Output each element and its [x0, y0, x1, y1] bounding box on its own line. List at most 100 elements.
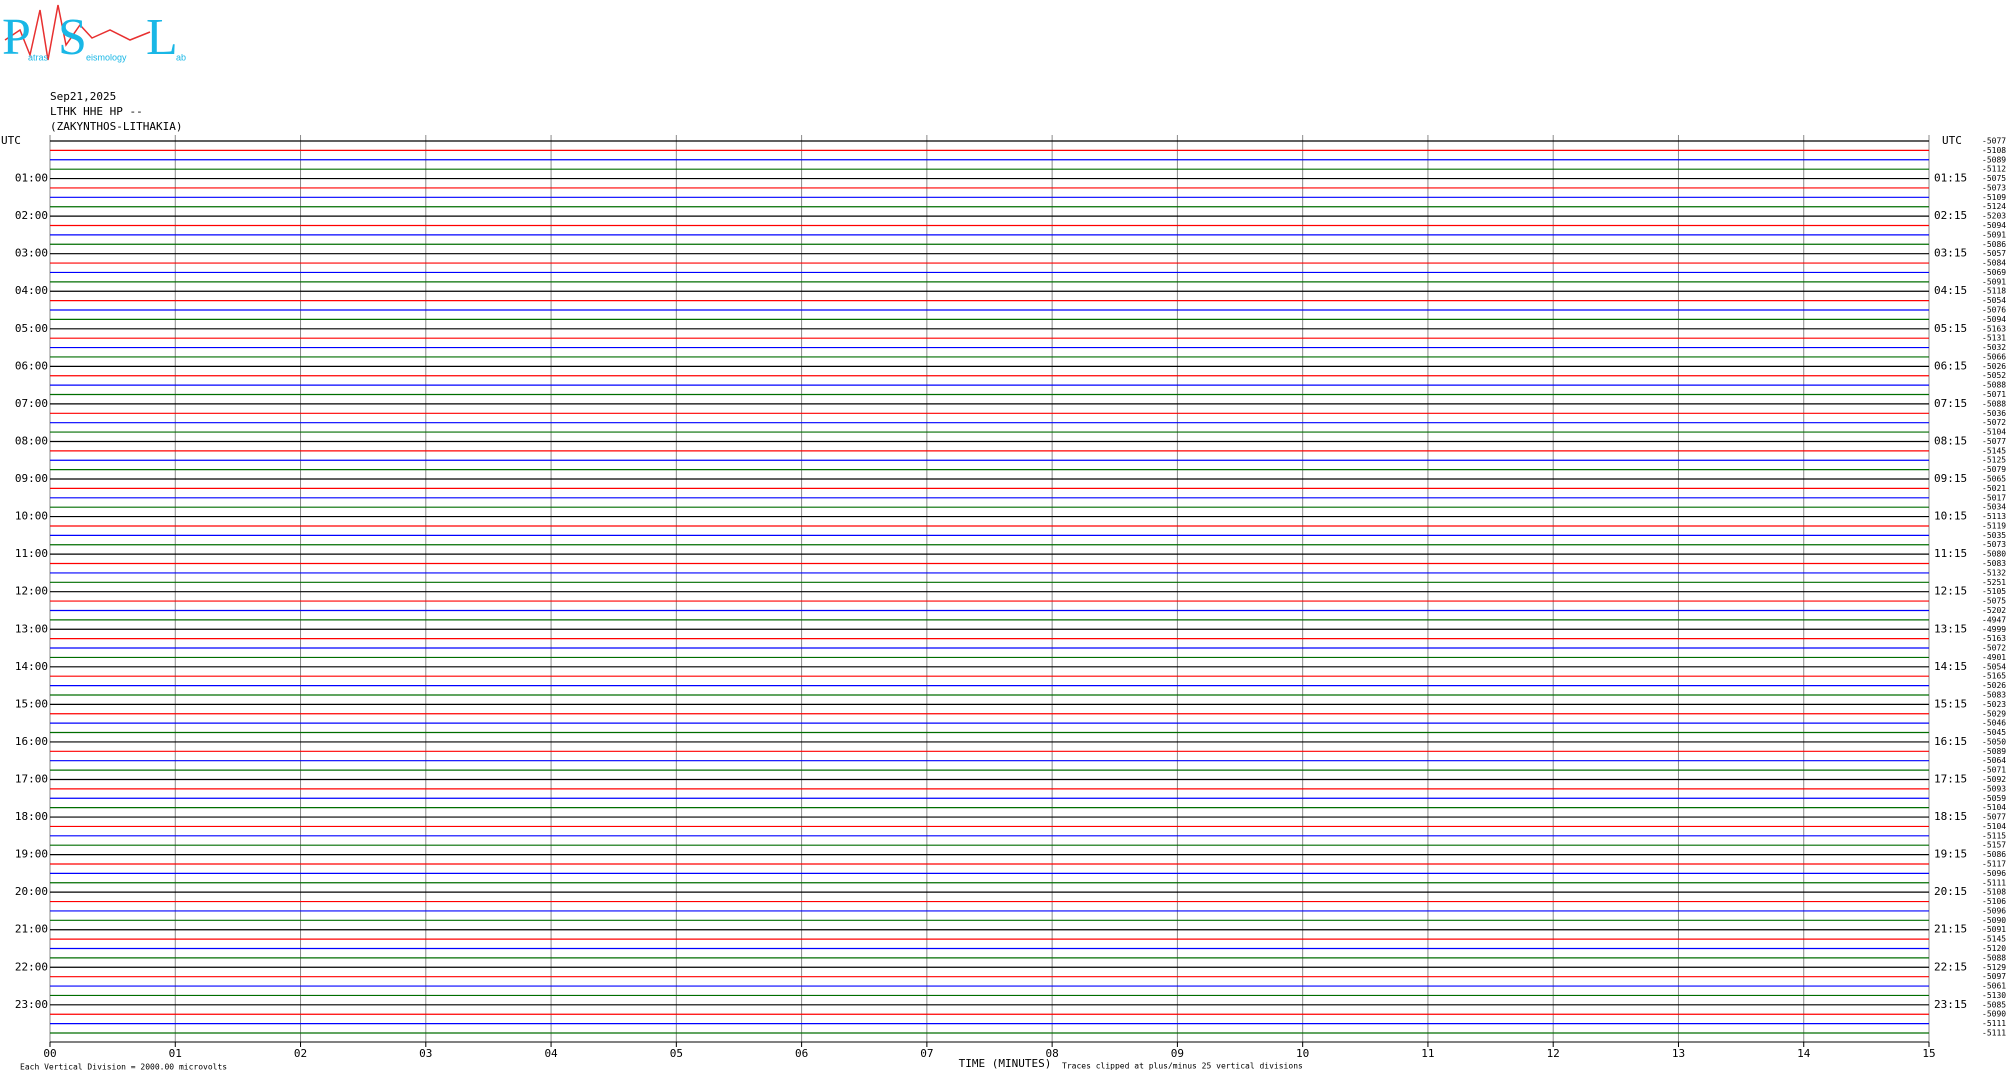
left-hour-label: 14:00 — [15, 660, 48, 673]
trace-offset: -5086 — [1982, 850, 2006, 859]
trace-offset: -5077 — [1982, 813, 2006, 822]
trace-offset: -5046 — [1982, 719, 2006, 728]
trace-offset: -5052 — [1982, 371, 2006, 380]
trace-offset: -5111 — [1982, 1029, 2006, 1038]
left-hour-label: 21:00 — [15, 923, 48, 936]
x-tick-label: 11 — [1421, 1047, 1434, 1060]
left-hour-label: 20:00 — [15, 885, 48, 898]
x-tick-label: 00 — [43, 1047, 56, 1060]
trace-offset: -5023 — [1982, 700, 2006, 709]
trace-offset: -5054 — [1982, 296, 2006, 305]
left-hour-label: 09:00 — [15, 472, 48, 485]
trace-offset: -5104 — [1982, 822, 2006, 831]
trace-offset: -5057 — [1982, 249, 2006, 258]
trace-offset: -5050 — [1982, 737, 2006, 746]
right-hour-label: 17:15 — [1934, 772, 1967, 785]
left-hour-label: 04:00 — [15, 284, 48, 297]
trace-offset: -5105 — [1982, 587, 2006, 596]
left-hour-label: 01:00 — [15, 172, 48, 185]
trace-offset: -5029 — [1982, 709, 2006, 718]
x-tick-label: 06 — [795, 1047, 808, 1060]
trace-offset: -5108 — [1982, 888, 2006, 897]
trace-offset: -5066 — [1982, 352, 2006, 361]
right-axis-label: UTC — [1942, 134, 1962, 147]
trace-offset: -5035 — [1982, 531, 2006, 540]
x-tick-label: 01 — [169, 1047, 182, 1060]
trace-offset: -5131 — [1982, 334, 2006, 343]
right-hour-label: 05:15 — [1934, 322, 1967, 335]
trace-offset: -5077 — [1982, 437, 2006, 446]
trace-offset: -5109 — [1982, 193, 2006, 202]
right-hour-label: 01:15 — [1934, 172, 1967, 185]
location: (ZAKYNTHOS-LITHAKIA) — [50, 120, 182, 133]
trace-offset: -5104 — [1982, 803, 2006, 812]
trace-offset: -5034 — [1982, 503, 2006, 512]
right-hour-label: 07:15 — [1934, 397, 1967, 410]
right-hour-label: 15:15 — [1934, 697, 1967, 710]
x-tick-label: 10 — [1296, 1047, 1309, 1060]
trace-offset: -5064 — [1982, 756, 2006, 765]
trace-offset: -5125 — [1982, 456, 2006, 465]
right-hour-label: 04:15 — [1934, 284, 1967, 297]
trace-offset: -5085 — [1982, 1000, 2006, 1009]
trace-offset: -5045 — [1982, 728, 2006, 737]
date: Sep21,2025 — [50, 90, 116, 103]
trace-offset: -5089 — [1982, 155, 2006, 164]
x-tick-label: 08 — [1046, 1047, 1059, 1060]
x-tick-label: 04 — [544, 1047, 558, 1060]
trace-offset: -5251 — [1982, 578, 2006, 587]
right-hour-label: 12:15 — [1934, 585, 1967, 598]
right-hour-label: 16:15 — [1934, 735, 1967, 748]
x-tick-label: 09 — [1171, 1047, 1184, 1060]
trace-offset: -5083 — [1982, 690, 2006, 699]
trace-offset: -5108 — [1982, 146, 2006, 155]
trace-offset: -4901 — [1982, 653, 2006, 662]
trace-offset: -5163 — [1982, 634, 2006, 643]
scale-note: Each Vertical Division = 2000.00 microvo… — [20, 1063, 227, 1072]
left-axis-label: UTC — [1, 134, 21, 147]
trace-offset: -5165 — [1982, 672, 2006, 681]
trace-offset: -5092 — [1982, 775, 2006, 784]
trace-offset: -5073 — [1982, 183, 2006, 192]
trace-offset: -5111 — [1982, 878, 2006, 887]
trace-offset: -5096 — [1982, 906, 2006, 915]
trace-offset: -5065 — [1982, 475, 2006, 484]
trace-offset: -5093 — [1982, 784, 2006, 793]
trace-offset: -5032 — [1982, 343, 2006, 352]
trace-offset: -5017 — [1982, 493, 2006, 502]
x-tick-label: 14 — [1797, 1047, 1811, 1060]
right-hour-label: 08:15 — [1934, 434, 1967, 447]
trace-offset: -5077 — [1982, 137, 2006, 146]
trace-offset: -5072 — [1982, 644, 2006, 653]
left-hour-label: 02:00 — [15, 209, 48, 222]
trace-offset: -5071 — [1982, 766, 2006, 775]
trace-offset: -5061 — [1982, 982, 2006, 991]
right-hour-label: 22:15 — [1934, 960, 1967, 973]
left-hour-label: 03:00 — [15, 247, 48, 260]
trace-offset: -5106 — [1982, 897, 2006, 906]
trace-offset: -5071 — [1982, 390, 2006, 399]
left-hour-label: 17:00 — [15, 772, 48, 785]
trace-offset: -5145 — [1982, 935, 2006, 944]
left-hour-label: 16:00 — [15, 735, 48, 748]
logo-letter: L — [146, 9, 178, 66]
trace-offset: -5075 — [1982, 174, 2006, 183]
trace-offset: -5076 — [1982, 306, 2006, 315]
x-tick-label: 13 — [1672, 1047, 1685, 1060]
left-hour-label: 18:00 — [15, 810, 48, 823]
trace-offset: -5059 — [1982, 794, 2006, 803]
trace-offset: -5115 — [1982, 831, 2006, 840]
right-hour-label: 18:15 — [1934, 810, 1967, 823]
trace-offset: -4999 — [1982, 625, 2006, 634]
trace-offset: -5094 — [1982, 221, 2006, 230]
trace-offset: -5091 — [1982, 230, 2006, 239]
trace-offset: -5145 — [1982, 446, 2006, 455]
trace-offset: -5088 — [1982, 953, 2006, 962]
trace-offset: -5072 — [1982, 418, 2006, 427]
left-hour-label: 12:00 — [15, 585, 48, 598]
left-hour-label: 05:00 — [15, 322, 48, 335]
trace-offset: -5090 — [1982, 1010, 2006, 1019]
trace-offset: -5124 — [1982, 202, 2006, 211]
trace-offset: -5036 — [1982, 409, 2006, 418]
left-hour-label: 10:00 — [15, 510, 48, 523]
